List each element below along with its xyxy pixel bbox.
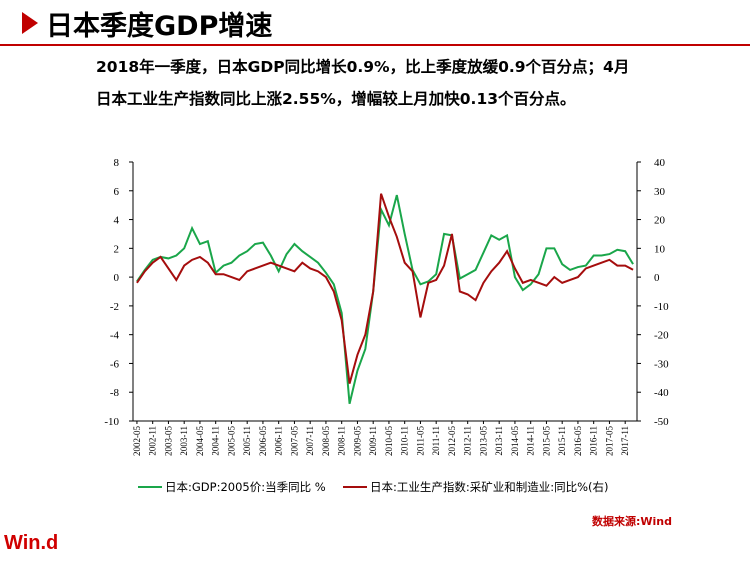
subtitle-line: 日本工业生产指数同比上涨2.55%，增幅较上月加快0.13个百分点。 — [96, 90, 576, 108]
y2-tick-label: 0 — [654, 272, 660, 284]
x-tick-label: 2010-05 — [384, 426, 394, 456]
x-tick-label: 2015-05 — [541, 426, 551, 456]
y-tick-label: 0 — [114, 272, 120, 284]
x-tick-label: 2011-11 — [431, 426, 441, 455]
series-line — [136, 194, 634, 404]
title-marker — [22, 12, 38, 34]
x-tick-label: 2013-11 — [494, 426, 504, 456]
x-tick-label: 2002-05 — [132, 426, 142, 456]
x-tick-label: 2004-11 — [211, 426, 221, 456]
x-tick-label: 2004-05 — [195, 426, 205, 456]
y-tick-label: -10 — [104, 416, 119, 428]
y2-tick-label: 10 — [654, 243, 666, 255]
y-tick-label: 6 — [114, 186, 120, 198]
y2-tick-label: -30 — [654, 358, 669, 370]
x-tick-label: 2009-11 — [368, 426, 378, 456]
y2-tick-label: 20 — [654, 215, 666, 227]
x-tick-label: 2003-11 — [179, 426, 189, 456]
x-tick-label: 2002-11 — [148, 426, 158, 456]
y-tick-label: -8 — [110, 387, 120, 399]
y-tick-label: 4 — [114, 215, 120, 227]
x-tick-label: 2005-11 — [242, 426, 252, 456]
x-tick-label: 2010-11 — [400, 426, 410, 456]
title-rule — [0, 44, 750, 46]
y-tick-label: 2 — [114, 243, 120, 255]
series-line — [136, 193, 634, 384]
y2-tick-label: 30 — [654, 186, 666, 198]
source: 数据来源:Wind — [591, 515, 672, 528]
y2-tick-label: -10 — [654, 301, 669, 313]
x-tick-label: 2007-11 — [305, 426, 315, 456]
x-tick-label: 2011-05 — [415, 426, 425, 456]
x-tick-label: 2006-05 — [258, 426, 268, 456]
x-tick-label: 2015-11 — [557, 426, 567, 456]
slide-title: 日本季度GDP增速 — [46, 11, 273, 42]
y2-tick-label: -20 — [654, 330, 669, 342]
x-tick-label: 2008-11 — [337, 426, 347, 456]
y-tick-label: -2 — [110, 301, 119, 313]
y-tick-label: -4 — [110, 330, 120, 342]
subtitle-line: 2018年一季度，日本GDP同比增长0.9%，比上季度放缓0.9个百分点；4月 — [96, 58, 630, 76]
x-tick-label: 2006-11 — [274, 426, 284, 456]
x-tick-label: 2012-05 — [447, 426, 457, 456]
x-tick-label: 2009-05 — [352, 426, 362, 456]
y2-tick-label: -40 — [654, 387, 669, 399]
logo: Win.d — [4, 532, 59, 554]
legend-label: 日本:工业生产指数:采矿业和制造业:同比%(右) — [370, 480, 609, 494]
x-tick-label: 2016-05 — [573, 426, 583, 456]
x-tick-label: 2017-11 — [620, 426, 630, 456]
y-tick-label: -6 — [110, 358, 120, 370]
x-tick-label: 2007-05 — [289, 426, 299, 456]
y2-tick-label: -50 — [654, 416, 669, 428]
x-tick-label: 2005-05 — [226, 426, 236, 456]
y-tick-label: 8 — [114, 157, 120, 169]
x-tick-label: 2003-05 — [163, 426, 173, 456]
legend-label: 日本:GDP:2005价:当季同比 % — [165, 480, 326, 494]
x-tick-label: 2014-11 — [526, 426, 536, 456]
x-tick-label: 2008-05 — [321, 426, 331, 456]
x-tick-label: 2016-11 — [589, 426, 599, 456]
y2-tick-label: 40 — [654, 157, 666, 169]
x-tick-label: 2013-05 — [478, 426, 488, 456]
x-tick-label: 2014-05 — [510, 426, 520, 456]
x-tick-label: 2012-11 — [463, 426, 473, 456]
x-tick-label: 2017-05 — [604, 426, 614, 456]
